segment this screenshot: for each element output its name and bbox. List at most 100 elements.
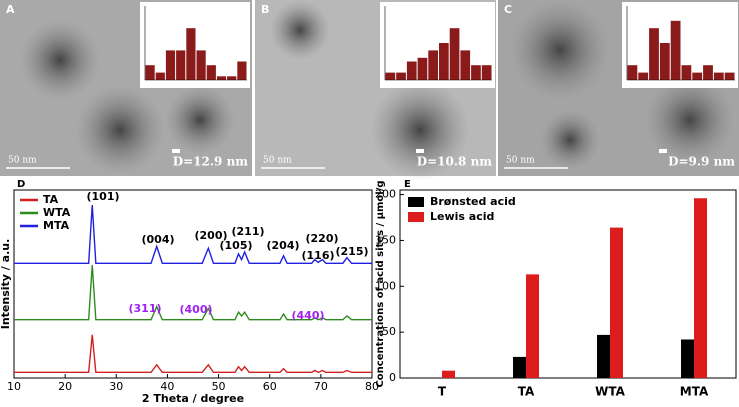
histogram-bar <box>692 72 703 80</box>
histogram-bar <box>165 50 176 80</box>
scale-bar-label: 50 nm <box>8 156 37 166</box>
histogram-bar <box>396 72 406 80</box>
peak-label: (215) <box>335 245 368 258</box>
legend-label: WTA <box>43 206 71 219</box>
histogram-bar <box>206 65 216 80</box>
histogram-bar <box>145 65 155 80</box>
y-tick-label: 0 <box>389 371 396 384</box>
legend-swatch <box>408 212 424 222</box>
xrd-line <box>14 334 372 374</box>
legend-label: Lewis acid <box>430 210 494 223</box>
legend-label: MTA <box>43 219 70 232</box>
x-tick-label: 80 <box>365 380 379 393</box>
histogram-bar <box>649 28 659 80</box>
histogram-bar <box>227 76 237 80</box>
x-axis-title: 2 Theta / degree <box>142 392 244 405</box>
x-tick-label: 20 <box>58 380 72 393</box>
histogram-bar <box>237 61 247 80</box>
bar <box>681 339 694 378</box>
particle-texture <box>645 75 735 165</box>
size-marker <box>416 149 424 153</box>
histogram-bar <box>703 65 713 80</box>
mean-size: D=12.9 nm <box>173 155 249 169</box>
y-tick-label: 200 <box>375 188 396 201</box>
bar <box>526 274 539 378</box>
histogram-bar <box>627 65 638 80</box>
histogram-bar <box>724 72 735 80</box>
x-tick-label: 60 <box>263 380 277 393</box>
legend-label: Brønsted acid <box>430 195 516 208</box>
bar <box>610 227 623 378</box>
y-axis-title: Concentrations of acid sites / μmol/g <box>375 180 386 387</box>
histogram-bar <box>406 61 417 80</box>
bar <box>513 356 526 378</box>
histogram-bar <box>481 65 492 80</box>
panel-label: A <box>6 3 15 16</box>
bar <box>597 334 610 378</box>
particle-texture <box>510 0 610 100</box>
histogram-bar <box>186 28 196 80</box>
peak-label: (311) <box>128 302 161 315</box>
peak-label: (116) <box>301 249 334 262</box>
peak-label: (211) <box>231 225 264 238</box>
size-marker <box>172 149 180 153</box>
size-marker <box>659 149 667 153</box>
x-tick-label: TA <box>518 385 535 399</box>
histogram-bar <box>471 65 481 80</box>
x-tick-label: 50 <box>212 380 226 393</box>
peak-label: (004) <box>141 233 174 246</box>
mean-size: D=9.9 nm <box>668 155 735 169</box>
legend-swatch <box>408 197 424 207</box>
panel-label: E <box>404 179 411 190</box>
histogram-bar <box>176 50 186 80</box>
histogram-bar <box>196 50 206 80</box>
particle-texture <box>540 110 600 170</box>
histogram-bar <box>670 20 681 80</box>
scale-bar-label: 50 nm <box>263 156 292 166</box>
particle-texture <box>165 85 235 155</box>
panel-label: D <box>17 179 25 190</box>
xrd-line <box>14 265 372 321</box>
peak-label: (400) <box>179 303 212 316</box>
particle-texture <box>270 0 330 60</box>
histogram-bar <box>449 28 460 80</box>
x-tick-label: 70 <box>314 380 328 393</box>
y-axis-title: Intensity / a.u. <box>0 239 12 330</box>
bar <box>442 370 455 378</box>
histogram-bar <box>216 76 227 80</box>
x-tick-label: WTA <box>595 385 625 399</box>
y-tick-label: 100 <box>375 279 396 292</box>
particle-texture <box>20 20 100 100</box>
histogram-bar <box>417 57 428 80</box>
particle-texture <box>370 80 470 180</box>
panel-label: B <box>261 3 269 16</box>
peak-label: (204) <box>266 239 299 252</box>
histogram-bar <box>659 43 670 80</box>
bar <box>694 198 707 378</box>
histogram-bar <box>155 72 165 80</box>
panel-label: C <box>504 3 512 16</box>
histogram-bar <box>713 72 724 80</box>
histogram-bar <box>460 50 471 80</box>
x-tick-label: T <box>438 385 447 399</box>
x-tick-label: 30 <box>109 380 123 393</box>
peak-label: (440) <box>291 309 324 322</box>
scale-bar-label: 50 nm <box>506 156 535 166</box>
histogram-bar <box>681 65 692 80</box>
x-tick-label: MTA <box>680 385 709 399</box>
histogram-bar <box>638 72 649 80</box>
histogram-bar <box>439 43 449 80</box>
legend-label: TA <box>43 193 59 206</box>
y-tick-label: 150 <box>375 233 396 246</box>
particle-texture <box>75 85 165 175</box>
y-tick-label: 50 <box>382 325 396 338</box>
mean-size: D=10.8 nm <box>417 155 493 169</box>
peak-label: (101) <box>86 190 119 203</box>
x-tick-label: 10 <box>7 380 21 393</box>
xrd-line <box>14 204 372 265</box>
histogram-bar <box>428 50 438 80</box>
x-tick-label: 40 <box>160 380 174 393</box>
peak-label: (220) <box>305 232 338 245</box>
peak-label: (105) <box>219 239 252 252</box>
peak-label: (200) <box>194 229 227 242</box>
